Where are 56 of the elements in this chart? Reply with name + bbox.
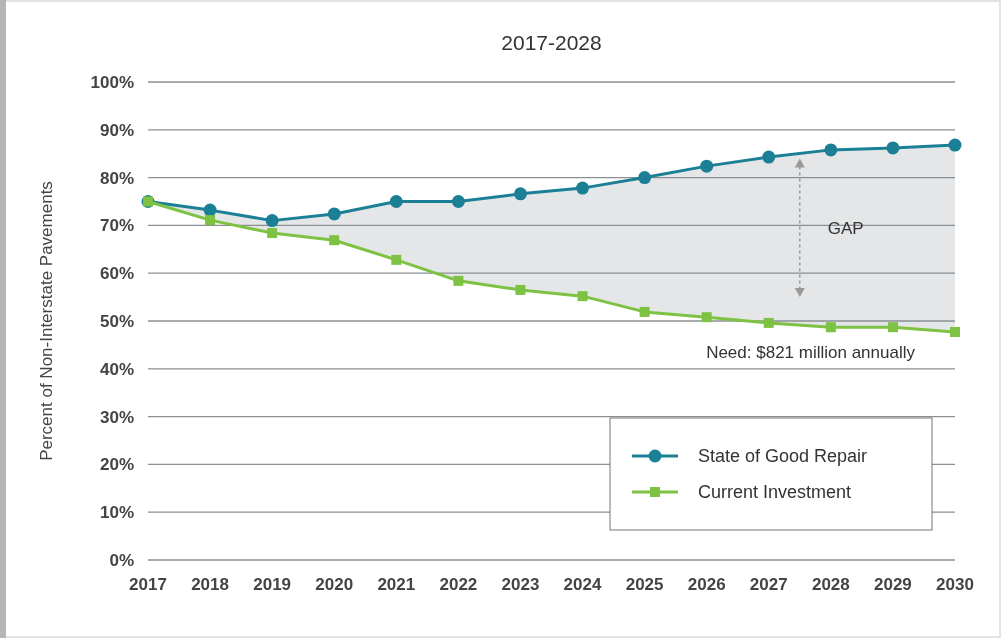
- y-tick-label: 10%: [99, 503, 134, 523]
- y-tick-label: 100%: [90, 72, 134, 92]
- x-tick-label: 2021: [377, 575, 416, 594]
- chart-title: 2017-2028: [501, 31, 602, 54]
- point: [389, 195, 403, 208]
- point: [762, 150, 776, 164]
- x-tick-label: 2027: [749, 575, 788, 594]
- point: [886, 141, 900, 155]
- point: [638, 171, 652, 185]
- y-tick-label: 20%: [99, 455, 134, 475]
- annotation: Need: $821 million annually: [706, 343, 916, 363]
- x-tick-label: 2023: [501, 575, 540, 594]
- point: [887, 322, 898, 333]
- point: [453, 275, 464, 286]
- point: [948, 138, 962, 152]
- legend-label: Current Investment: [698, 482, 852, 503]
- point: [265, 214, 279, 228]
- x-tick-label: 2029: [874, 575, 912, 594]
- point: [513, 187, 527, 201]
- x-tick-label: 2025: [625, 575, 664, 594]
- point: [451, 195, 465, 208]
- x-tick-label: 2026: [687, 575, 726, 594]
- point: [576, 181, 590, 195]
- y-axis-title: Percent of Non-Interstate Pavements: [37, 181, 56, 461]
- x-tick-label: 2019: [253, 575, 292, 594]
- x-tick-label: 2022: [439, 575, 478, 594]
- x-tick-label: 2017: [129, 575, 167, 594]
- y-tick-label: 60%: [99, 264, 134, 284]
- y-tick-label: 50%: [99, 311, 134, 331]
- point: [825, 322, 836, 333]
- y-tick-label: 30%: [99, 407, 134, 427]
- annotation: GAP: [827, 218, 864, 238]
- y-tick-label: 40%: [99, 359, 134, 379]
- point: [329, 235, 340, 246]
- point: [639, 306, 650, 317]
- x-tick-label: 2030: [936, 575, 974, 594]
- point: [327, 207, 341, 221]
- x-tick-label: 2018: [191, 575, 229, 594]
- x-tick-label: 2020: [315, 575, 354, 594]
- y-tick-label: 0%: [109, 550, 134, 570]
- point: [701, 312, 712, 323]
- point: [763, 317, 774, 328]
- legend-label: State of Good Repair: [698, 446, 868, 467]
- point: [824, 143, 838, 157]
- y-tick-label: 80%: [99, 168, 134, 188]
- x-tick-label: 2024: [563, 575, 602, 594]
- x-tick-label: 2028: [811, 575, 850, 594]
- point: [950, 326, 960, 337]
- point: [267, 228, 278, 239]
- y-tick-label: 70%: [99, 216, 134, 236]
- point: [391, 254, 402, 265]
- y-tick-label: 90%: [99, 120, 134, 140]
- point: [515, 284, 526, 295]
- point: [205, 215, 216, 226]
- point: [577, 291, 588, 302]
- point: [700, 159, 714, 173]
